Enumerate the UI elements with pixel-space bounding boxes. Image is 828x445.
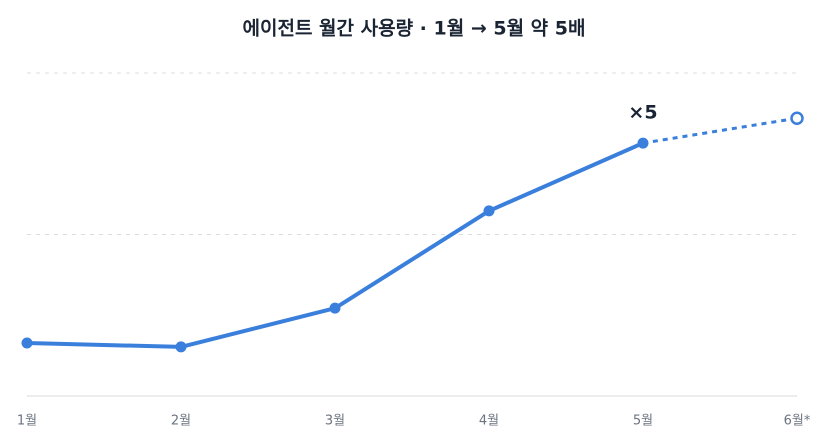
point [329,302,341,314]
point [637,137,649,149]
x-tick-label: 1월 [17,414,37,429]
line [642,116,798,145]
x-tick-label: 2월 [171,414,191,429]
annotation: ×5 [628,102,657,124]
x-tick-label: 5월 [633,414,653,429]
x-tick-label: 4월 [479,414,499,429]
x-tick-label: 3월 [325,414,345,429]
point [21,337,33,349]
point [790,111,804,125]
line [26,141,644,349]
x-tick-label: 6월* [784,414,811,429]
point [175,341,187,353]
point [483,205,495,217]
chart-title: 에이전트 월간 사용량 · 1월 → 5월 약 5배 [243,18,586,40]
